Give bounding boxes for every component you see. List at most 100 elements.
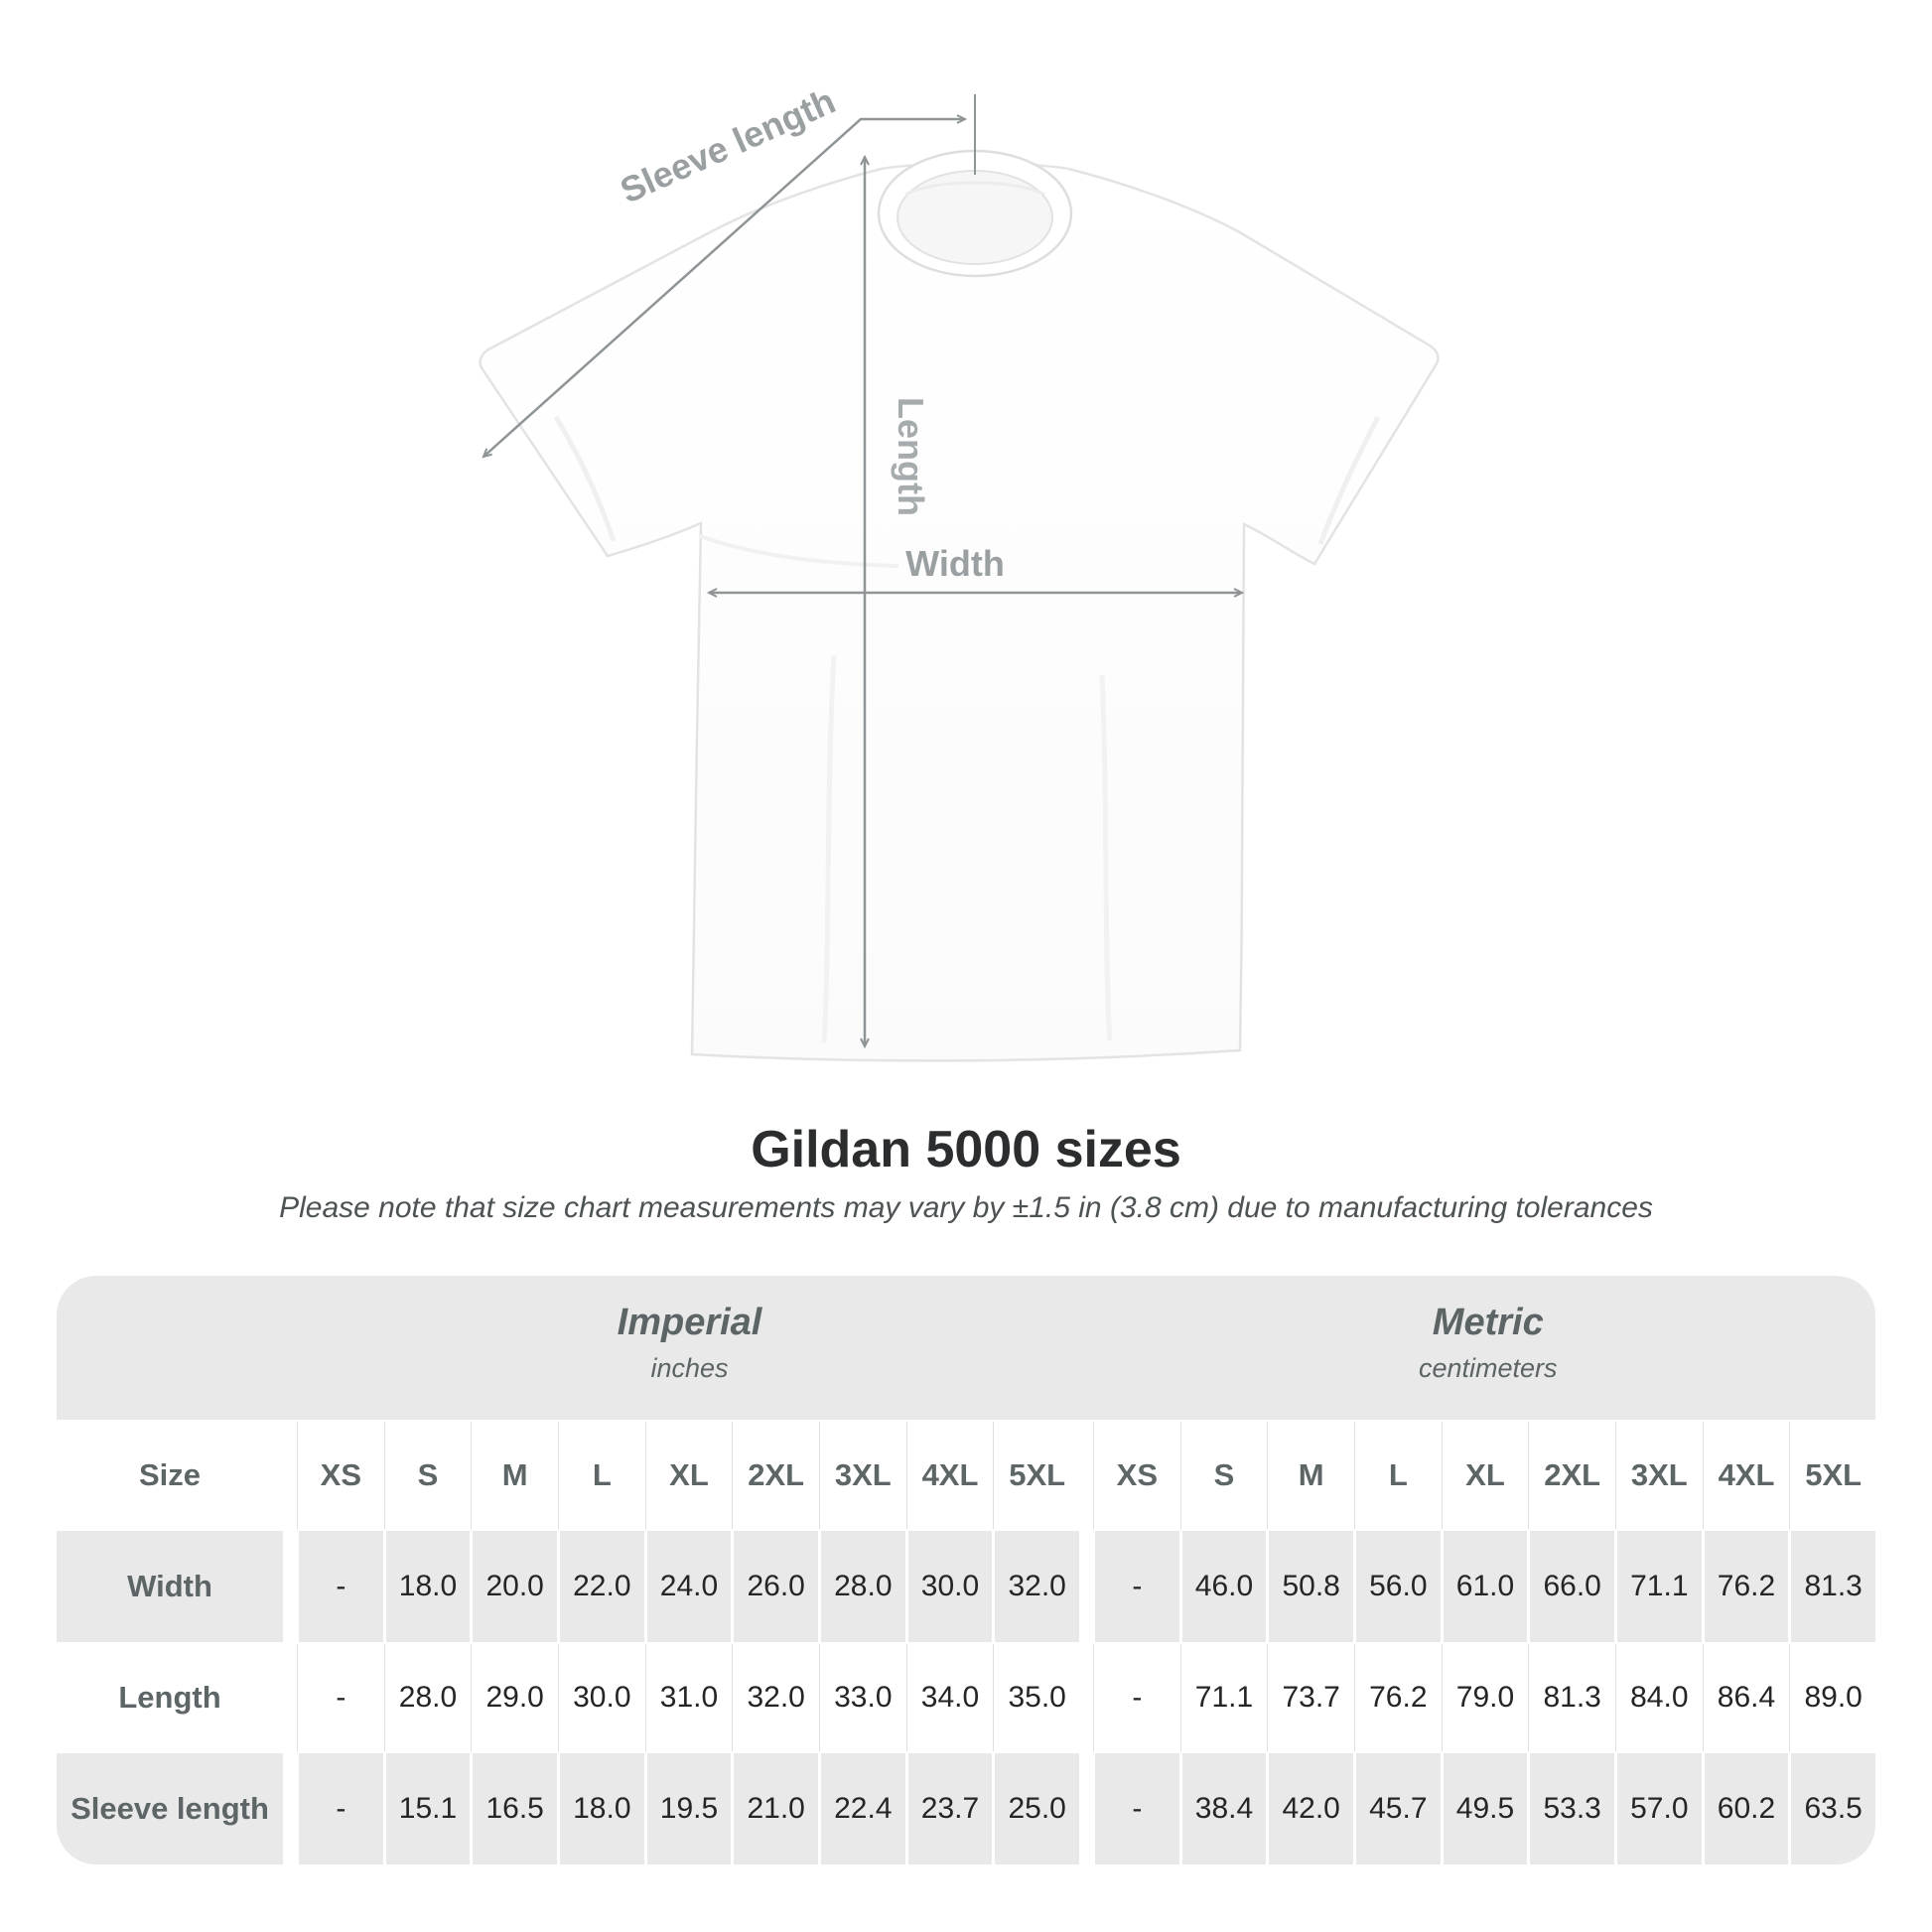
imperial-unit: inches <box>650 1352 729 1383</box>
sleeve-metric-4xl: 60.2 <box>1704 1753 1789 1864</box>
length-imperial-l: 30.0 <box>557 1642 644 1753</box>
sleeve-imperial-l: 18.0 <box>559 1753 644 1864</box>
width-imperial-xl: 24.0 <box>646 1531 732 1642</box>
fold-line <box>1099 674 1113 1041</box>
column-gap <box>286 1642 296 1753</box>
width-imperial-5xl: 32.0 <box>995 1531 1079 1642</box>
width-imperial-3xl: 28.0 <box>820 1531 905 1642</box>
column-gap <box>1082 1531 1092 1642</box>
length-imperial-m: 29.0 <box>471 1642 557 1753</box>
imperial-group-header: Imperial inches <box>299 1300 1081 1384</box>
size-header-row: Size XS S M L XL 2XL 3XL 4XL 5XL XS S M … <box>57 1420 1875 1531</box>
row-label-sleeve-length: Sleeve length <box>57 1753 283 1864</box>
fold-line <box>699 534 899 568</box>
width-metric-4xl: 76.2 <box>1704 1531 1789 1642</box>
column-gap <box>1082 1753 1092 1864</box>
width-metric-2xl: 66.0 <box>1530 1531 1614 1642</box>
sleeve-imperial-xs: - <box>299 1753 383 1864</box>
sleeve-length-arrow <box>482 114 968 459</box>
width-imperial-2xl: 26.0 <box>734 1531 818 1642</box>
length-imperial-3xl: 33.0 <box>818 1642 905 1753</box>
sleeve-imperial-5xl: 25.0 <box>995 1753 1079 1864</box>
width-metric-3xl: 71.1 <box>1616 1531 1702 1642</box>
width-metric-m: 50.8 <box>1269 1531 1353 1642</box>
length-imperial-s: 28.0 <box>383 1642 471 1753</box>
length-metric-5xl: 89.0 <box>1789 1642 1875 1753</box>
width-metric-s: 46.0 <box>1181 1531 1267 1642</box>
length-imperial-2xl: 32.0 <box>732 1642 818 1753</box>
column-gap <box>286 1753 296 1864</box>
imperial-title: Imperial <box>617 1302 762 1343</box>
size-header-metric-m: M <box>1267 1420 1353 1531</box>
size-header-imperial-m: M <box>471 1420 557 1531</box>
size-header-imperial-s: S <box>383 1420 471 1531</box>
length-imperial-xs: - <box>297 1642 383 1753</box>
size-header-metric-2xl: 2XL <box>1528 1420 1614 1531</box>
table-row-length: Length - 28.0 29.0 30.0 31.0 32.0 33.0 3… <box>57 1642 1875 1753</box>
size-header-imperial-xs: XS <box>297 1420 383 1531</box>
length-label: Length <box>891 397 931 516</box>
table-row-width: Width - 18.0 20.0 22.0 24.0 26.0 28.0 30… <box>57 1531 1875 1642</box>
fold-line <box>821 654 837 1043</box>
collar-opening <box>897 170 1053 265</box>
tshirt-measurement-diagram: Sleeve length Length Width <box>479 80 1440 1062</box>
column-gap <box>1082 1420 1092 1531</box>
size-header-metric-3xl: 3XL <box>1614 1420 1702 1531</box>
metric-title: Metric <box>1432 1302 1544 1343</box>
width-metric-xs: - <box>1094 1531 1179 1642</box>
length-imperial-xl: 31.0 <box>644 1642 732 1753</box>
length-metric-4xl: 86.4 <box>1702 1642 1789 1753</box>
width-imperial-l: 22.0 <box>559 1531 644 1642</box>
sleeve-metric-s: 38.4 <box>1181 1753 1267 1864</box>
width-metric-5xl: 81.3 <box>1791 1531 1875 1642</box>
column-gap <box>286 1420 296 1531</box>
sleeve-metric-3xl: 57.0 <box>1616 1753 1702 1864</box>
dimension-annotations <box>482 94 1245 1049</box>
metric-group-header: Metric centimeters <box>1097 1300 1879 1384</box>
column-gap <box>286 1531 296 1642</box>
width-metric-xl: 61.0 <box>1443 1531 1528 1642</box>
width-imperial-xs: - <box>299 1531 383 1642</box>
sleeve-imperial-s: 15.1 <box>385 1753 471 1864</box>
sleeve-imperial-4xl: 23.7 <box>907 1753 993 1864</box>
fold-line <box>1317 415 1381 545</box>
size-header-metric-l: L <box>1353 1420 1441 1531</box>
page-title: Gildan 5000 sizes <box>751 1121 1181 1178</box>
width-label: Width <box>905 543 1005 584</box>
width-metric-l: 56.0 <box>1355 1531 1441 1642</box>
sleeve-imperial-2xl: 21.0 <box>734 1753 818 1864</box>
size-header-imperial-5xl: 5XL <box>993 1420 1079 1531</box>
size-table: Imperial inches Metric centimeters Size … <box>57 1276 1875 1864</box>
sleeve-metric-2xl: 53.3 <box>1530 1753 1614 1864</box>
length-metric-2xl: 81.3 <box>1528 1642 1614 1753</box>
sleeve-metric-xl: 49.5 <box>1443 1753 1528 1864</box>
sleeve-metric-m: 42.0 <box>1269 1753 1353 1864</box>
size-header-metric-4xl: 4XL <box>1702 1420 1789 1531</box>
width-imperial-4xl: 30.0 <box>907 1531 993 1642</box>
sleeve-metric-xs: - <box>1094 1753 1179 1864</box>
size-header-imperial-l: L <box>557 1420 644 1531</box>
tshirt-body <box>479 162 1440 1062</box>
size-header-imperial-4xl: 4XL <box>905 1420 993 1531</box>
length-imperial-4xl: 34.0 <box>905 1642 993 1753</box>
length-imperial-5xl: 35.0 <box>993 1642 1079 1753</box>
size-header-imperial-2xl: 2XL <box>732 1420 818 1531</box>
metric-unit: centimeters <box>1418 1352 1558 1383</box>
length-metric-3xl: 84.0 <box>1614 1642 1702 1753</box>
size-header-imperial-3xl: 3XL <box>818 1420 905 1531</box>
sleeve-metric-5xl: 63.5 <box>1791 1753 1875 1864</box>
unit-group-header: Imperial inches Metric centimeters <box>57 1276 1875 1420</box>
sleeve-imperial-xl: 19.5 <box>646 1753 732 1864</box>
sleeve-metric-l: 45.7 <box>1355 1753 1441 1864</box>
length-metric-xs: - <box>1092 1642 1179 1753</box>
row-label-width: Width <box>57 1531 283 1642</box>
length-metric-l: 76.2 <box>1353 1642 1441 1753</box>
length-metric-s: 71.1 <box>1179 1642 1267 1753</box>
tshirt-illustration <box>479 149 1440 1062</box>
size-header-metric-s: S <box>1179 1420 1267 1531</box>
row-label-length: Length <box>57 1642 283 1753</box>
table-row-sleeve-length: Sleeve length - 15.1 16.5 18.0 19.5 21.0… <box>57 1753 1875 1864</box>
tolerance-note: Please note that size chart measurements… <box>279 1191 1653 1224</box>
width-imperial-s: 18.0 <box>385 1531 471 1642</box>
sleeve-imperial-m: 16.5 <box>473 1753 557 1864</box>
